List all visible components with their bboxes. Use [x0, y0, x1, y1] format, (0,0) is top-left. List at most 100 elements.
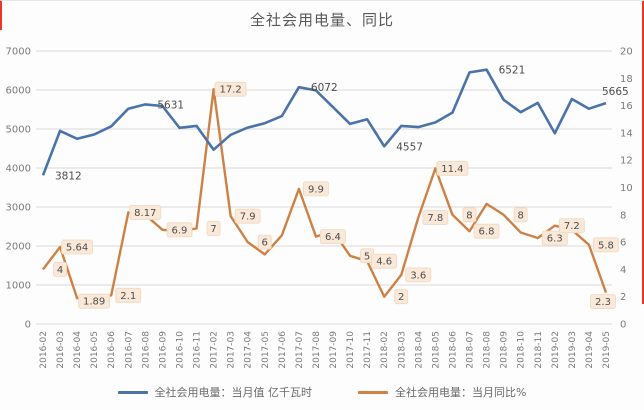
x-axis-label: 2018-04 [414, 331, 424, 369]
yoy-data-label: 7 [206, 221, 221, 236]
x-axis-label: 2018-11 [534, 331, 544, 369]
legend-swatch-yoy-line [358, 390, 389, 394]
x-axis-label: 2016-10 [175, 331, 185, 369]
right-axis-tick: 0 [620, 320, 626, 331]
value-data-label: 4557 [396, 141, 423, 153]
x-axis-label: 2017-07 [295, 331, 305, 369]
yoy-data-label-box [206, 221, 221, 236]
yoy-data-label: 8 [513, 207, 528, 223]
legend-item-yoy: 全社会用电量：当月同比% [358, 384, 526, 400]
yoy-data-label: 17.2 [214, 81, 247, 97]
yoy-data-label-box [422, 210, 449, 225]
x-axis-label: 2016-06 [107, 331, 117, 369]
yoy-data-label-box [320, 229, 346, 245]
yoy-data-label-box [371, 253, 398, 269]
yoy-data-label: 2.1 [115, 287, 142, 303]
x-axis-label: 2016-03 [56, 331, 66, 369]
yoy-data-label-text: 2.1 [120, 291, 136, 302]
value-data-labels: 3812 5631 6072 4557 6521 5665 [55, 65, 629, 183]
right-axis-tick: 4 [620, 265, 626, 276]
yoy-data-labels: 45.641.892.18.176.9 717.27.969.96.45 4.623… [53, 81, 619, 310]
x-axis-label: 2019-04 [585, 331, 595, 369]
left-axis-tick: 5000 [6, 125, 31, 136]
yoy-data-label-box [394, 289, 409, 305]
left-axis-tick: 0 [25, 320, 31, 331]
x-axis-label: 2017-04 [244, 331, 254, 369]
value-data-label: 3812 [55, 170, 82, 182]
legend-label-value: 全社会用电量：当月值 亿千瓦时 [154, 386, 313, 399]
yoy-data-label-box [53, 261, 67, 277]
x-axis-label: 2017-02 [210, 331, 220, 369]
x-axis-label: 2016-07 [124, 331, 134, 369]
x-axis-label: 2016-05 [90, 331, 100, 369]
right-axis-tick: 8 [620, 210, 626, 221]
yoy-data-label-text: 6.3 [547, 234, 563, 245]
left-axis-tick: 2000 [6, 242, 31, 253]
yoy-data-label-box [473, 223, 500, 239]
yoy-data-label-text: 7.8 [427, 213, 443, 224]
right-axis-tick: 2 [620, 292, 626, 303]
yoy-data-label-text: 11.4 [441, 164, 463, 175]
yoy-data-label-box [541, 230, 568, 246]
yoy-data-label-text: 6.8 [479, 227, 495, 238]
x-axis-label: 2018-07 [466, 331, 476, 369]
x-axis-label: 2017-09 [329, 331, 339, 369]
yoy-data-label-text: 1.89 [83, 297, 105, 308]
yoy-data-label: 1.89 [78, 293, 111, 309]
x-axis-label: 2016-09 [158, 331, 168, 369]
yoy-data-label-box [129, 205, 162, 220]
yoy-data-label-text: 6.4 [325, 232, 341, 243]
yoy-data-label: 7.8 [422, 210, 449, 225]
yoy-data-label-text: 6 [262, 238, 268, 249]
yoy-data-label: 4 [53, 261, 67, 277]
x-axis-label: 2017-05 [261, 331, 271, 369]
yoy-data-label: 6.8 [473, 223, 500, 239]
x-axis-label: 2018-03 [397, 331, 407, 369]
chart-title: 全社会用电量、同比 [249, 11, 394, 29]
yoy-data-label: 4.6 [371, 253, 398, 269]
yoy-data-label: 3.6 [405, 267, 432, 283]
yoy-data-label-box [513, 207, 528, 223]
yoy-data-label-box [303, 181, 329, 197]
value-data-label: 5631 [157, 99, 184, 111]
x-axis-labels: 2016-02 2016-03 2016-04 2016-05 2016-06 2016-… [39, 331, 612, 369]
yoy-data-label-box [405, 267, 432, 283]
yoy-data-label-box [234, 208, 261, 224]
yoy-data-label: 2.3 [590, 294, 616, 310]
legend-label-yoy: 全社会用电量：当月同比% [395, 386, 527, 399]
yoy-data-label-box [558, 218, 585, 234]
yoy-data-label: 5.8 [593, 237, 619, 253]
right-axis-tick: 10 [620, 183, 633, 194]
x-axis-label: 2018-06 [448, 331, 458, 369]
yoy-data-label-box [78, 293, 111, 309]
yoy-data-label-text: 7 [210, 224, 216, 235]
yoy-data-label: 11.4 [436, 160, 469, 176]
x-axis-label: 2019-05 [602, 331, 612, 369]
yoy-data-label-text: 6.9 [171, 225, 187, 236]
yoy-data-label: 7.2 [558, 218, 585, 234]
yoy-data-label-text: 7.2 [564, 221, 580, 232]
left-axis-tick: 6000 [6, 86, 31, 97]
right-axis-tick: 20 [620, 47, 633, 58]
yoy-data-label-box [436, 160, 469, 176]
x-axis-label: 2018-05 [431, 331, 441, 369]
yoy-data-label-box [214, 81, 247, 97]
x-axis-label: 2017-10 [346, 331, 356, 369]
yoy-data-label: 6 [257, 234, 272, 250]
yoy-data-label-text: 9.9 [308, 184, 324, 195]
x-axis-label: 2016-08 [141, 331, 151, 369]
chart-legend: 全社会用电量：当月值 亿千瓦时 全社会用电量：当月同比% [0, 384, 644, 400]
yoy-data-label-box [593, 237, 619, 253]
legend-item-value: 全社会用电量：当月值 亿千瓦时 [117, 384, 313, 400]
yoy-data-label-text: 5.64 [66, 243, 88, 254]
yoy-data-label-text: 2 [398, 292, 404, 303]
yoy-data-label: 6.4 [320, 229, 346, 245]
right-axis-tick: 6 [620, 238, 626, 249]
x-axis-label: 2016-11 [193, 331, 203, 369]
right-axis-tick: 18 [620, 74, 633, 85]
yoy-data-label: 8.17 [129, 205, 162, 220]
yoy-data-label: 5.64 [61, 239, 93, 255]
yoy-data-label: 8 [462, 207, 477, 223]
